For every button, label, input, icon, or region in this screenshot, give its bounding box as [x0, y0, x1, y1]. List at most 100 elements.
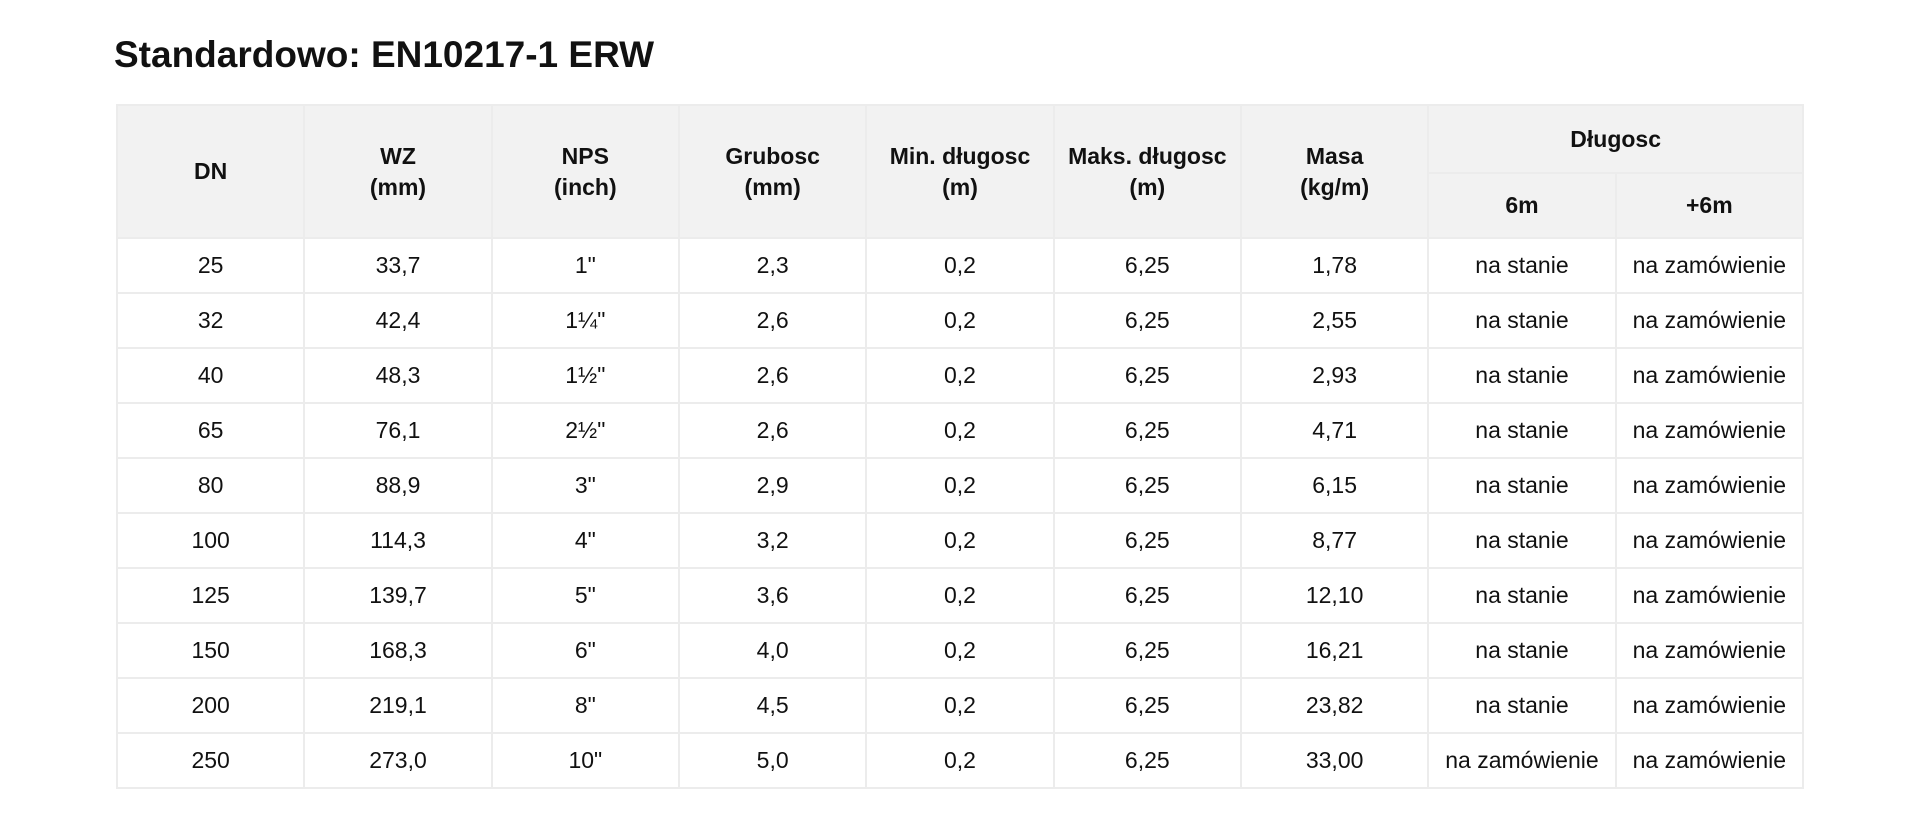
table-cell: 25	[115, 237, 306, 294]
column-header: Masa (kg/m)	[1239, 104, 1430, 239]
column-name: NPS	[561, 142, 609, 169]
table-cell: 2½"	[490, 402, 680, 459]
table-row: 80 88,9 3" 2,9 0,2 6,25 6,15 na stanie na zamówi…	[115, 457, 1805, 514]
table-cell: na zamówienie	[1614, 512, 1805, 569]
table-row: 40 48,3 1½" 2,6 0,2 6,25 2,93 na stanie na zamów…	[115, 347, 1805, 404]
table-cell: 6,15	[1239, 457, 1430, 514]
page-title: Standardowo: EN10217-1 ERW	[114, 34, 655, 75]
table-cell: 33,7	[303, 237, 493, 294]
table-row: 65 76,1 2½" 2,6 0,2 6,25 4,71 na stanie na zamów…	[115, 402, 1805, 459]
column-name: Min. długosc	[889, 142, 1031, 169]
table-cell: 6,25	[1052, 622, 1242, 679]
table-cell: 6,25	[1052, 457, 1242, 514]
table-row: 125 139,7 5" 3,6 0,2 6,25 12,10 na stanie na zam…	[115, 567, 1805, 624]
table-row: 250 273,0 10" 5,0 0,2 6,25 33,00 na zamówienie n…	[115, 732, 1805, 789]
table-cell: 2,93	[1239, 347, 1430, 404]
table-cell: 2,3	[677, 237, 868, 294]
column-name: Grubosc	[725, 142, 820, 169]
table-cell: na zamówienie	[1614, 237, 1805, 294]
table-cell: na zamówienie	[1614, 402, 1805, 459]
table-cell: 88,9	[303, 457, 493, 514]
table-cell: 6,25	[1052, 512, 1242, 569]
table-body: 25 33,7 1" 2,3 0,2 6,25 1,78 na stanie na zamówi…	[115, 237, 1805, 789]
table-cell: 6,25	[1052, 237, 1242, 294]
table-cell: 2,6	[677, 347, 868, 404]
table-cell: 168,3	[303, 622, 493, 679]
table-cell: na stanie	[1427, 237, 1617, 294]
header-row: 6m +6m	[117, 172, 1805, 239]
table-cell: 12,10	[1239, 567, 1430, 624]
column-header: Grubosc (mm)	[677, 104, 868, 239]
table-cell: 125	[115, 567, 306, 624]
pipe-table: DN WZ (mm) NPS (inch) Grubosc (mm) Min. długosc…	[115, 104, 1805, 789]
column-header: +6m	[1614, 172, 1805, 239]
column-name: DN	[194, 158, 228, 184]
table-cell: 0,2	[865, 237, 1055, 294]
column-unit: (mm)	[369, 173, 427, 200]
group-header: Długosc	[1427, 104, 1804, 174]
table-cell: 8"	[490, 677, 680, 734]
table-cell: 0,2	[865, 292, 1055, 349]
table-cell: 0,2	[865, 457, 1055, 514]
table-cell: 80	[115, 457, 306, 514]
table-cell: na zamówienie	[1614, 347, 1805, 404]
table-cell: 5,0	[677, 732, 868, 789]
table-row: 200 219,1 8" 4,5 0,2 6,25 23,82 na stanie na zam…	[115, 677, 1805, 734]
column-header: Maks. długosc (m)	[1052, 104, 1242, 239]
table-cell: 76,1	[303, 402, 493, 459]
table-cell: 2,55	[1239, 292, 1430, 349]
table-cell: 4,0	[677, 622, 868, 679]
table-cell: na stanie	[1427, 567, 1617, 624]
table-row: 150 168,3 6" 4,0 0,2 6,25 16,21 na stanie na zam…	[115, 622, 1805, 679]
table-cell: 6,25	[1052, 567, 1242, 624]
table-cell: 3,2	[677, 512, 868, 569]
table-cell: na stanie	[1427, 457, 1617, 514]
table-cell: 219,1	[303, 677, 493, 734]
column-unit: (m)	[942, 173, 978, 200]
table-cell: 6,25	[1052, 677, 1242, 734]
table-cell: 4"	[490, 512, 680, 569]
table-cell: 0,2	[865, 512, 1055, 569]
column-header: Min. długosc (m)	[865, 104, 1055, 239]
table-cell: 0,2	[865, 402, 1055, 459]
column-unit: (inch)	[554, 173, 617, 200]
column-header: WZ (mm)	[303, 104, 493, 239]
table-cell: 0,2	[865, 677, 1055, 734]
table-cell: 100	[115, 512, 306, 569]
table-cell: 6,25	[1052, 732, 1242, 789]
table-cell: 150	[115, 622, 306, 679]
table-cell: na zamówienie	[1614, 567, 1805, 624]
column-header: DN	[115, 104, 306, 239]
table-cell: 6"	[490, 622, 680, 679]
table-cell: 139,7	[303, 567, 493, 624]
table-cell: 0,2	[865, 347, 1055, 404]
table-cell: 1½"	[490, 347, 680, 404]
table-cell: 16,21	[1239, 622, 1430, 679]
table-row: 100 114,3 4" 3,2 0,2 6,25 8,77 na stanie na zamó…	[115, 512, 1805, 569]
table-cell: na zamówienie	[1614, 732, 1805, 789]
table-cell: 2,6	[677, 402, 868, 459]
table-cell: 10"	[490, 732, 680, 789]
table-cell: na stanie	[1427, 347, 1617, 404]
table-cell: na zamówienie	[1614, 677, 1805, 734]
table-cell: 65	[115, 402, 306, 459]
table-cell: 40	[115, 347, 306, 404]
column-unit: (kg/m)	[1300, 173, 1370, 200]
table-cell: 6,25	[1052, 402, 1242, 459]
table-cell: na stanie	[1427, 622, 1617, 679]
table-cell: 1,78	[1239, 237, 1430, 294]
table-cell: 42,4	[303, 292, 493, 349]
table-cell: 5"	[490, 567, 680, 624]
table-cell: 23,82	[1239, 677, 1430, 734]
table-cell: 273,0	[303, 732, 493, 789]
table-cell: 33,00	[1239, 732, 1430, 789]
table-cell: 114,3	[303, 512, 493, 569]
table-cell: na zamówienie	[1427, 732, 1617, 789]
table-cell: 2,6	[677, 292, 868, 349]
table-cell: 0,2	[865, 622, 1055, 679]
table-cell: na zamówienie	[1614, 292, 1805, 349]
column-header: 6m	[1427, 172, 1617, 239]
table-cell: na stanie	[1427, 292, 1617, 349]
table-cell: 0,2	[865, 567, 1055, 624]
